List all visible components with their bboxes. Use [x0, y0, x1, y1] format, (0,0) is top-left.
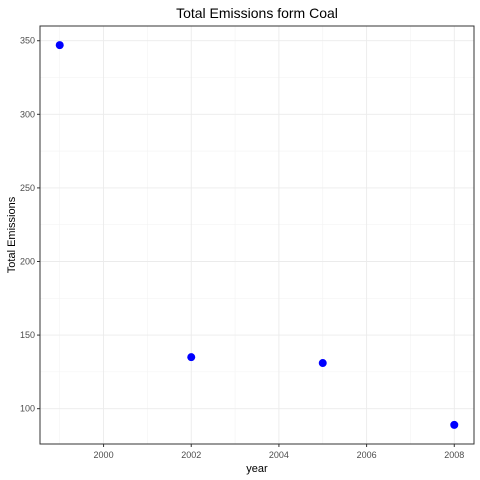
data-points	[55, 41, 459, 429]
y-tick-label: 100	[20, 404, 35, 414]
data-point	[318, 359, 327, 368]
chart-title: Total Emissions form Coal	[176, 5, 338, 21]
x-tick-label: 2002	[181, 450, 201, 460]
y-tick-label: 350	[20, 36, 35, 46]
major-gridlines	[40, 26, 474, 444]
y-axis-title: Total Emissions	[6, 196, 18, 273]
data-point	[187, 353, 196, 362]
x-tick-label: 2000	[94, 450, 114, 460]
y-axis-ticks: 100 150 200 250 300 350	[20, 36, 40, 414]
x-tick-label: 2004	[269, 450, 289, 460]
data-point	[450, 420, 459, 429]
y-tick-label: 200	[20, 256, 35, 266]
x-tick-label: 2006	[357, 450, 377, 460]
x-axis-ticks: 2000 2002 2004 2006 2008	[94, 444, 464, 460]
x-tick-label: 2008	[444, 450, 464, 460]
y-tick-label: 150	[20, 330, 35, 340]
y-tick-label: 250	[20, 183, 35, 193]
x-axis-title: year	[246, 463, 268, 475]
y-tick-label: 300	[20, 109, 35, 119]
data-point	[55, 41, 64, 50]
minor-gridlines	[40, 26, 474, 444]
plot-panel-border	[39, 25, 475, 445]
